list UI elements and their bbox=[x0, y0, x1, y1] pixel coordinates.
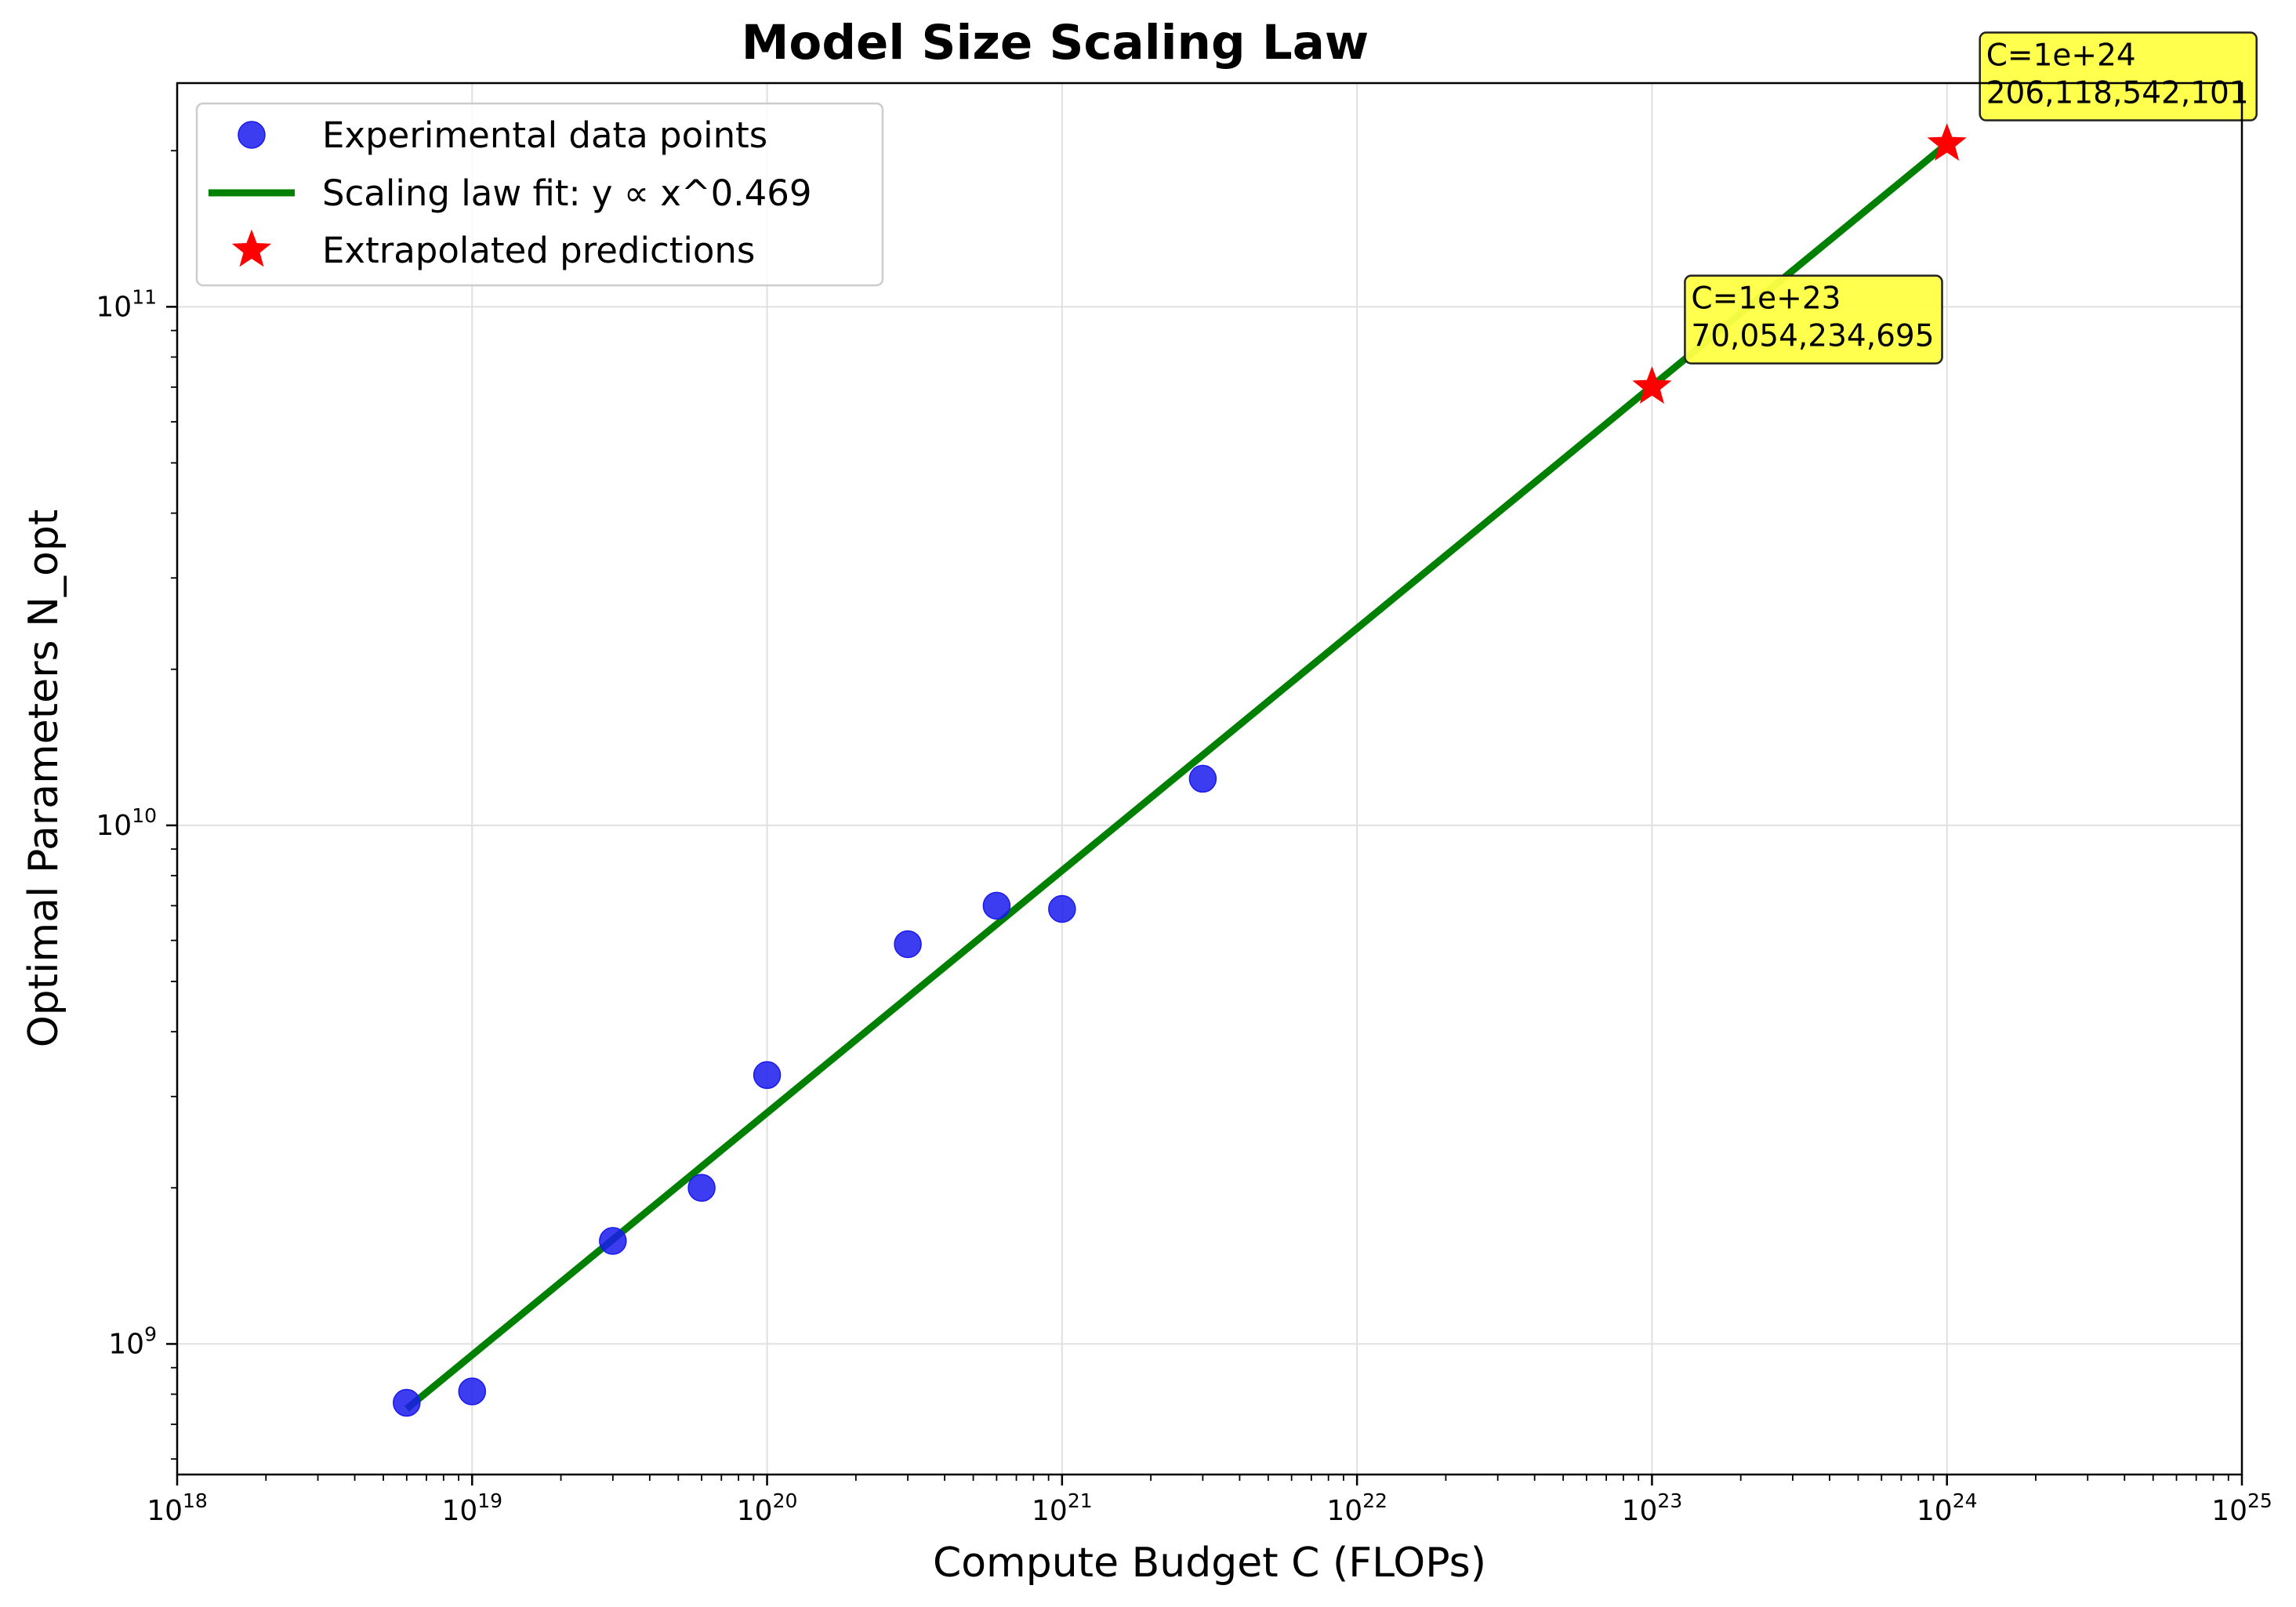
experimental-data-point bbox=[753, 1061, 782, 1090]
annotation-label-compute: C=1e+24 bbox=[1986, 38, 2136, 74]
experimental-data-point bbox=[1048, 894, 1076, 923]
legend: Experimental data points Scaling law fit… bbox=[195, 102, 884, 287]
x-tick-label: 1018 bbox=[147, 1489, 208, 1527]
x-tick-labels: 1018 1019 1020 1021 1022 1023 1024 1025 bbox=[147, 1489, 2272, 1527]
extrapolated-prediction-point bbox=[1927, 123, 1967, 161]
annotation-box bbox=[1684, 274, 1943, 365]
legend-box bbox=[195, 102, 884, 287]
experimental-data-point bbox=[687, 1174, 716, 1203]
y-tick-labels: 109 1010 1011 bbox=[96, 285, 157, 1360]
legend-marker-experimental bbox=[238, 121, 266, 149]
legend-label-fit: Scaling law fit: y ∝ x^0.469 bbox=[322, 172, 811, 214]
chart-title: Model Size Scaling Law bbox=[742, 15, 1369, 71]
experimental-data-point bbox=[393, 1388, 421, 1417]
x-tick-label: 1023 bbox=[1622, 1489, 1683, 1527]
y-tick-label: 1011 bbox=[96, 285, 157, 323]
x-tick-label: 1025 bbox=[2211, 1489, 2272, 1527]
x-tick-label: 1024 bbox=[1917, 1489, 1978, 1527]
experimental-data-point bbox=[894, 930, 922, 959]
experimental-data-point bbox=[599, 1227, 627, 1255]
y-axis-label: Optimal Parameters N_opt bbox=[20, 510, 67, 1048]
experimental-data-point bbox=[1188, 764, 1217, 793]
x-tick-label: 1022 bbox=[1326, 1489, 1387, 1527]
x-tick-label: 1020 bbox=[737, 1489, 798, 1527]
extrapolated-prediction-point bbox=[1632, 366, 1672, 404]
legend-label-experimental: Experimental data points bbox=[322, 114, 767, 156]
minor-ticks bbox=[171, 150, 2229, 1481]
x-axis-label: Compute Budget C (FLOPs) bbox=[933, 1540, 1486, 1587]
y-tick-label: 109 bbox=[108, 1322, 157, 1360]
annotation-label-params: 206,118,542,101 bbox=[1986, 76, 2249, 111]
annotation-box bbox=[1979, 31, 2258, 122]
x-tick-label: 1019 bbox=[441, 1489, 502, 1527]
annotation-label-params: 70,054,234,695 bbox=[1691, 319, 1934, 354]
legend-label-extrapolated: Extrapolated predictions bbox=[322, 230, 755, 271]
x-tick-label: 1021 bbox=[1032, 1489, 1093, 1527]
legend-marker-extrapolated bbox=[231, 229, 272, 267]
plot-frame bbox=[176, 82, 2243, 1476]
annotation-label-compute: C=1e+23 bbox=[1691, 281, 1841, 317]
experimental-data-point bbox=[982, 891, 1011, 920]
experimental-data-point bbox=[458, 1377, 487, 1406]
y-tick-label: 1010 bbox=[96, 804, 157, 842]
major-ticks bbox=[166, 306, 2243, 1485]
